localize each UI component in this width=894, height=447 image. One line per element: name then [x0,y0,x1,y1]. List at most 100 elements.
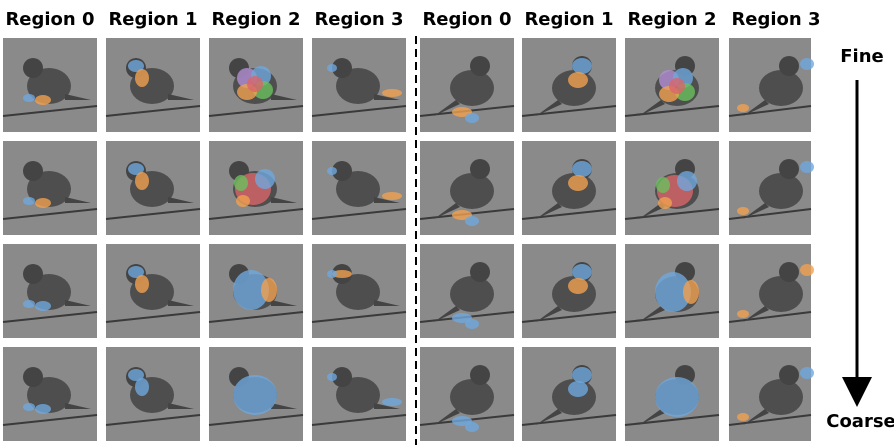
column-header: Region 2 [211,9,300,30]
bird-image [521,244,617,338]
region-mask [452,210,472,220]
branch [521,208,617,220]
branch [208,105,304,117]
bird-image [728,347,814,441]
bird-image [2,244,98,338]
bird-tail [639,306,665,322]
column-header: Region 0 [422,9,511,30]
branch [624,414,720,426]
branch [2,105,98,117]
region-mask [35,404,51,414]
bird-image [521,38,617,132]
bird-body [759,379,803,415]
column-header: Region 1 [108,9,197,30]
bird-tail [374,300,400,306]
bird-tail [168,300,194,306]
branch [521,311,617,323]
region-mask [568,278,588,294]
column-header: Region 3 [731,9,820,30]
bird-body [450,70,494,106]
bird-tail [639,203,665,219]
region-mask [800,264,814,276]
region-mask [233,375,277,415]
bird-tail [271,94,297,100]
region-mask [568,381,588,397]
bird-image [728,244,814,338]
bird-image [419,244,515,338]
bird-body [759,276,803,312]
region-mask [737,104,749,112]
column-header: Region 1 [524,9,613,30]
branch [208,311,304,323]
bird-image [105,347,201,441]
branch [728,311,812,323]
bird-tail [639,100,665,116]
bird-image [105,244,201,338]
region-mask [327,270,337,278]
region-mask [23,300,35,308]
branch [624,311,720,323]
region-mask [233,270,269,310]
bird-image [624,38,720,132]
bird-image [208,244,304,338]
bird-image [624,244,720,338]
bird-tail [168,197,194,203]
branch [311,105,407,117]
branch [728,208,812,220]
bird-tail [536,100,562,116]
bird-head [23,58,43,78]
region-mask [382,192,402,200]
region-mask [683,280,699,304]
region-mask [327,373,337,381]
bird-image [419,347,515,441]
branch [311,208,407,220]
bird-head [23,264,43,284]
region-mask [452,107,472,117]
bird-tail [168,403,194,409]
bird-head [332,367,352,387]
image-grid [2,38,814,441]
bird-image [624,141,720,235]
bird-tail [271,197,297,203]
bird-body [759,173,803,209]
bird-tail [536,203,562,219]
column-header: Region 0 [5,9,94,30]
region-mask [452,313,472,323]
region-mask [658,197,672,209]
region-mask [465,216,479,226]
bird-image [2,347,98,441]
region-mask [135,172,149,190]
branch [521,105,617,117]
bird-image [105,38,201,132]
column-header: Region 3 [314,9,403,30]
bird-tail [536,409,562,425]
bird-tail [271,403,297,409]
bird-tail [434,409,460,425]
region-mask [35,198,51,208]
bird-tail [168,94,194,100]
bird-head [332,161,352,181]
region-mask [135,378,149,396]
bird-tail [271,300,297,306]
bird-body [450,173,494,209]
bird-image [2,141,98,235]
bird-tail [65,300,91,306]
region-mask [247,76,263,92]
bird-tail [374,94,400,100]
region-mask [568,175,588,191]
region-mask [135,69,149,87]
region-mask [465,319,479,329]
region-mask [35,301,51,311]
branch [728,105,812,117]
bird-head [23,367,43,387]
bird-image [208,141,304,235]
branch [311,414,407,426]
branch [624,105,720,117]
branch [105,311,201,323]
region-mask [128,60,144,72]
bird-tail [639,409,665,425]
branch [2,208,98,220]
region-mask [800,367,814,379]
bird-tail [536,306,562,322]
